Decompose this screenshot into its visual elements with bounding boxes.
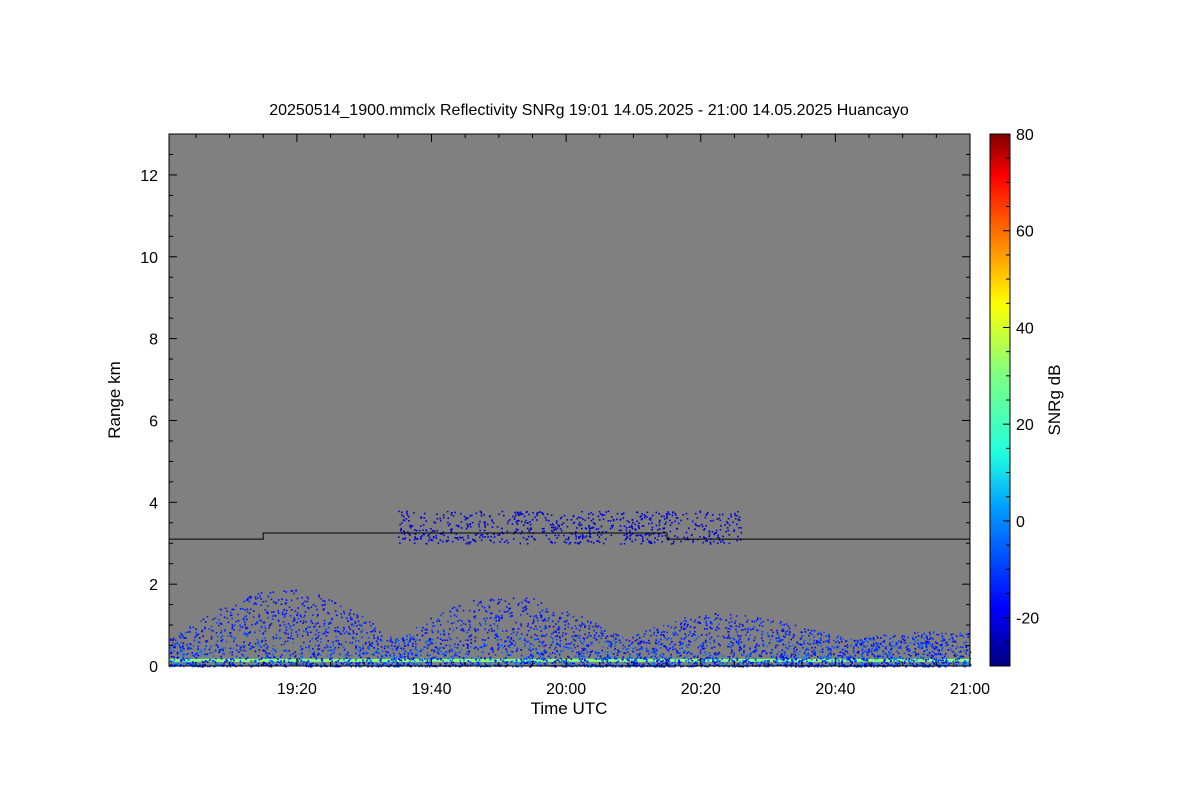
colorbar-label: SNRg dB (1045, 365, 1064, 436)
colorbar-tick-label: 0 (1016, 514, 1025, 531)
y-tick-label: 8 (149, 332, 158, 349)
colorbar-tick-label: 20 (1016, 417, 1034, 434)
colorbar-axis: -20 0 20 40 60 80 (1003, 127, 1039, 667)
x-axis: 19:20 19:40 20:00 20:20 20:40 21:00 (195, 134, 990, 698)
y-tick-label: 4 (149, 495, 158, 512)
colorbar-tick-label: -20 (1016, 611, 1039, 628)
boundary-line (169, 532, 970, 540)
y-tick-label: 2 (149, 577, 158, 594)
x-tick-label: 20:20 (681, 681, 721, 698)
x-tick-label: 20:40 (815, 681, 855, 698)
x-tick-label: 21:00 (950, 681, 990, 698)
y-axis-label: Range km (105, 361, 124, 438)
colorbar-tick-label: 80 (1016, 127, 1034, 144)
x-tick-label: 19:20 (277, 681, 317, 698)
chart-title: 20250514_1900.mmclx Reflectivity SNRg 19… (269, 102, 909, 119)
y-tick-label: 0 (149, 659, 158, 676)
y-tick-label: 12 (140, 168, 158, 185)
x-axis-label: Time UTC (531, 699, 608, 718)
echo-layer-0 (398, 510, 743, 545)
y-tick-label: 6 (149, 413, 158, 430)
y-axis: 0 2 4 6 8 10 12 (140, 133, 970, 676)
colorbar-tick-label: 40 (1016, 320, 1034, 337)
colorbar-tick-label: 60 (1016, 224, 1034, 241)
x-tick-label: 20:00 (546, 681, 586, 698)
y-tick-label: 10 (140, 250, 158, 267)
surface-echo (169, 658, 970, 662)
x-tick-label: 19:40 (411, 681, 451, 698)
plot-area (169, 134, 970, 666)
